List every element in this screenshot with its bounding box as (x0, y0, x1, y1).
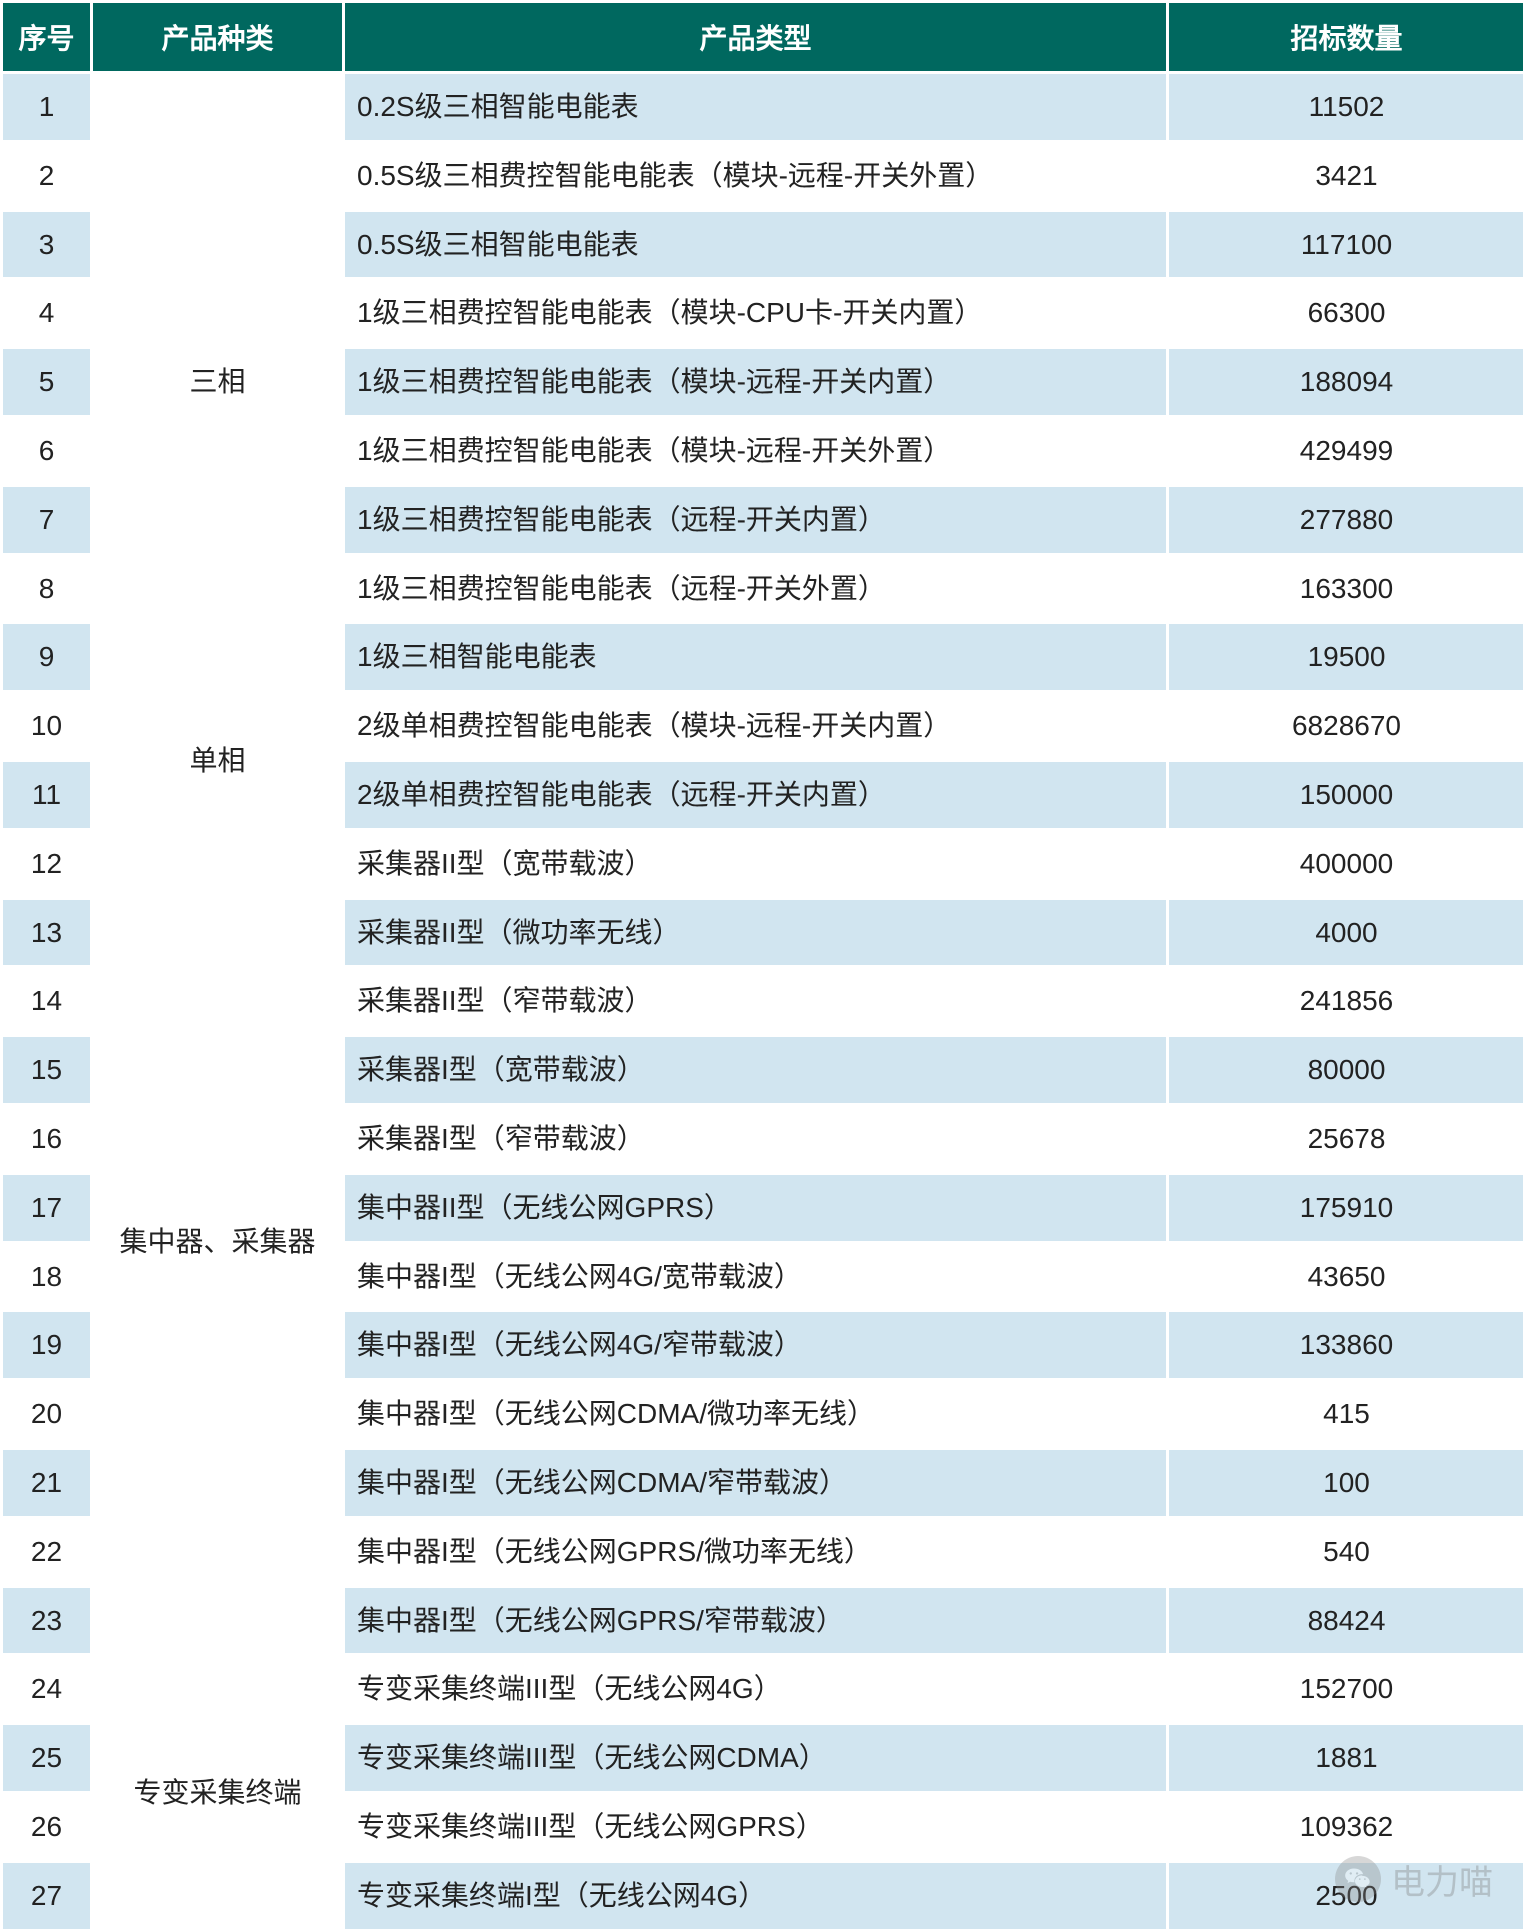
cell-qty: 109362 (1168, 1792, 1523, 1861)
cell-type: 采集器II型（微功率无线） (344, 898, 1168, 967)
cell-seq: 12 (2, 829, 92, 898)
cell-type: 1级三相费控智能电能表（远程-开关内置） (344, 485, 1168, 554)
cell-type: 集中器I型（无线公网4G/宽带载波） (344, 1242, 1168, 1311)
cell-qty: 163300 (1168, 554, 1523, 623)
cell-seq: 1 (2, 73, 92, 142)
table-row: 24专变采集终端专变采集终端III型（无线公网4G）152700 (2, 1655, 1523, 1724)
table-body: 1三相0.2S级三相智能电能表11502 2 0.5S级三相费控智能电能表（模块-远… (2, 73, 1523, 1931)
cell-seq: 20 (2, 1380, 92, 1449)
cell-type: 专变采集终端III型（无线公网4G） (344, 1655, 1168, 1724)
cell-qty: 188094 (1168, 348, 1523, 417)
cell-seq: 11 (2, 760, 92, 829)
cell-seq: 14 (2, 967, 92, 1036)
cell-type: 集中器I型（无线公网GPRS/微功率无线） (344, 1517, 1168, 1586)
table-row: 10单相2级单相费控智能电能表（模块-远程-开关内置）6828670 (2, 692, 1523, 761)
cell-seq: 3 (2, 210, 92, 279)
cell-type: 集中器I型（无线公网4G/窄带载波） (344, 1311, 1168, 1380)
cell-seq: 10 (2, 692, 92, 761)
cell-qty: 4000 (1168, 898, 1523, 967)
cell-qty: 2500 (1168, 1861, 1523, 1930)
cell-qty: 100 (1168, 1448, 1523, 1517)
cell-qty: 415 (1168, 1380, 1523, 1449)
cell-type: 2级单相费控智能电能表（远程-开关内置） (344, 760, 1168, 829)
cell-seq: 22 (2, 1517, 92, 1586)
header-category: 产品种类 (92, 2, 344, 73)
cell-type: 2级单相费控智能电能表（模块-远程-开关内置） (344, 692, 1168, 761)
table-row: 1三相0.2S级三相智能电能表11502 (2, 73, 1523, 142)
cell-qty: 400000 (1168, 829, 1523, 898)
cell-seq: 25 (2, 1724, 92, 1793)
cell-seq: 6 (2, 416, 92, 485)
cell-category: 集中器、采集器 (92, 829, 344, 1655)
cell-type: 采集器II型（窄带载波） (344, 967, 1168, 1036)
cell-qty: 1881 (1168, 1724, 1523, 1793)
cell-seq: 15 (2, 1036, 92, 1105)
cell-qty: 3421 (1168, 141, 1523, 210)
cell-qty: 152700 (1168, 1655, 1523, 1724)
cell-type: 集中器II型（无线公网GPRS） (344, 1173, 1168, 1242)
cell-type: 集中器I型（无线公网CDMA/窄带载波） (344, 1448, 1168, 1517)
cell-type: 专变采集终端III型（无线公网CDMA） (344, 1724, 1168, 1793)
cell-seq: 26 (2, 1792, 92, 1861)
cell-type: 采集器I型（窄带载波） (344, 1104, 1168, 1173)
cell-type: 0.2S级三相智能电能表 (344, 73, 1168, 142)
data-table: 序号 产品种类 产品类型 招标数量 1三相0.2S级三相智能电能表1150220… (0, 0, 1523, 1932)
cell-type: 采集器I型（宽带载波） (344, 1036, 1168, 1105)
cell-type: 0.5S级三相智能电能表 (344, 210, 1168, 279)
cell-qty: 241856 (1168, 967, 1523, 1036)
cell-qty: 43650 (1168, 1242, 1523, 1311)
cell-type: 专变采集终端I型（无线公网4G） (344, 1861, 1168, 1930)
cell-type: 0.5S级三相费控智能电能表（模块-远程-开关外置） (344, 141, 1168, 210)
cell-seq: 9 (2, 623, 92, 692)
cell-seq: 13 (2, 898, 92, 967)
cell-seq: 19 (2, 1311, 92, 1380)
cell-type: 1级三相智能电能表 (344, 623, 1168, 692)
table-header: 序号 产品种类 产品类型 招标数量 (2, 2, 1523, 73)
cell-qty: 88424 (1168, 1586, 1523, 1655)
cell-type: 集中器I型（无线公网CDMA/微功率无线） (344, 1380, 1168, 1449)
header-seq: 序号 (2, 2, 92, 73)
cell-type: 1级三相费控智能电能表（模块-远程-开关内置） (344, 348, 1168, 417)
cell-type: 1级三相费控智能电能表（模块-远程-开关外置） (344, 416, 1168, 485)
cell-type: 1级三相费控智能电能表（模块-CPU卡-开关内置） (344, 279, 1168, 348)
cell-seq: 21 (2, 1448, 92, 1517)
cell-seq: 24 (2, 1655, 92, 1724)
cell-seq: 17 (2, 1173, 92, 1242)
cell-qty: 540 (1168, 1517, 1523, 1586)
cell-qty: 150000 (1168, 760, 1523, 829)
cell-qty: 175910 (1168, 1173, 1523, 1242)
table-container: 序号 产品种类 产品类型 招标数量 1三相0.2S级三相智能电能表1150220… (0, 0, 1523, 1932)
cell-type: 1级三相费控智能电能表（远程-开关外置） (344, 554, 1168, 623)
header-qty: 招标数量 (1168, 2, 1523, 73)
cell-category: 专变采集终端 (92, 1655, 344, 1930)
cell-category: 三相 (92, 73, 344, 692)
cell-qty: 25678 (1168, 1104, 1523, 1173)
cell-seq: 27 (2, 1861, 92, 1930)
cell-qty: 277880 (1168, 485, 1523, 554)
header-type: 产品类型 (344, 2, 1168, 73)
cell-qty: 133860 (1168, 1311, 1523, 1380)
table-row: 12集中器、采集器采集器II型（宽带载波）400000 (2, 829, 1523, 898)
cell-seq: 7 (2, 485, 92, 554)
cell-seq: 4 (2, 279, 92, 348)
cell-qty: 80000 (1168, 1036, 1523, 1105)
cell-qty: 11502 (1168, 73, 1523, 142)
cell-type: 采集器II型（宽带载波） (344, 829, 1168, 898)
cell-type: 集中器I型（无线公网GPRS/窄带载波） (344, 1586, 1168, 1655)
cell-seq: 23 (2, 1586, 92, 1655)
cell-qty: 117100 (1168, 210, 1523, 279)
cell-type: 专变采集终端III型（无线公网GPRS） (344, 1792, 1168, 1861)
header-row: 序号 产品种类 产品类型 招标数量 (2, 2, 1523, 73)
cell-qty: 6828670 (1168, 692, 1523, 761)
cell-qty: 429499 (1168, 416, 1523, 485)
cell-seq: 18 (2, 1242, 92, 1311)
cell-category: 单相 (92, 692, 344, 830)
cell-seq: 8 (2, 554, 92, 623)
cell-seq: 16 (2, 1104, 92, 1173)
cell-seq: 2 (2, 141, 92, 210)
cell-seq: 5 (2, 348, 92, 417)
cell-qty: 19500 (1168, 623, 1523, 692)
cell-qty: 66300 (1168, 279, 1523, 348)
